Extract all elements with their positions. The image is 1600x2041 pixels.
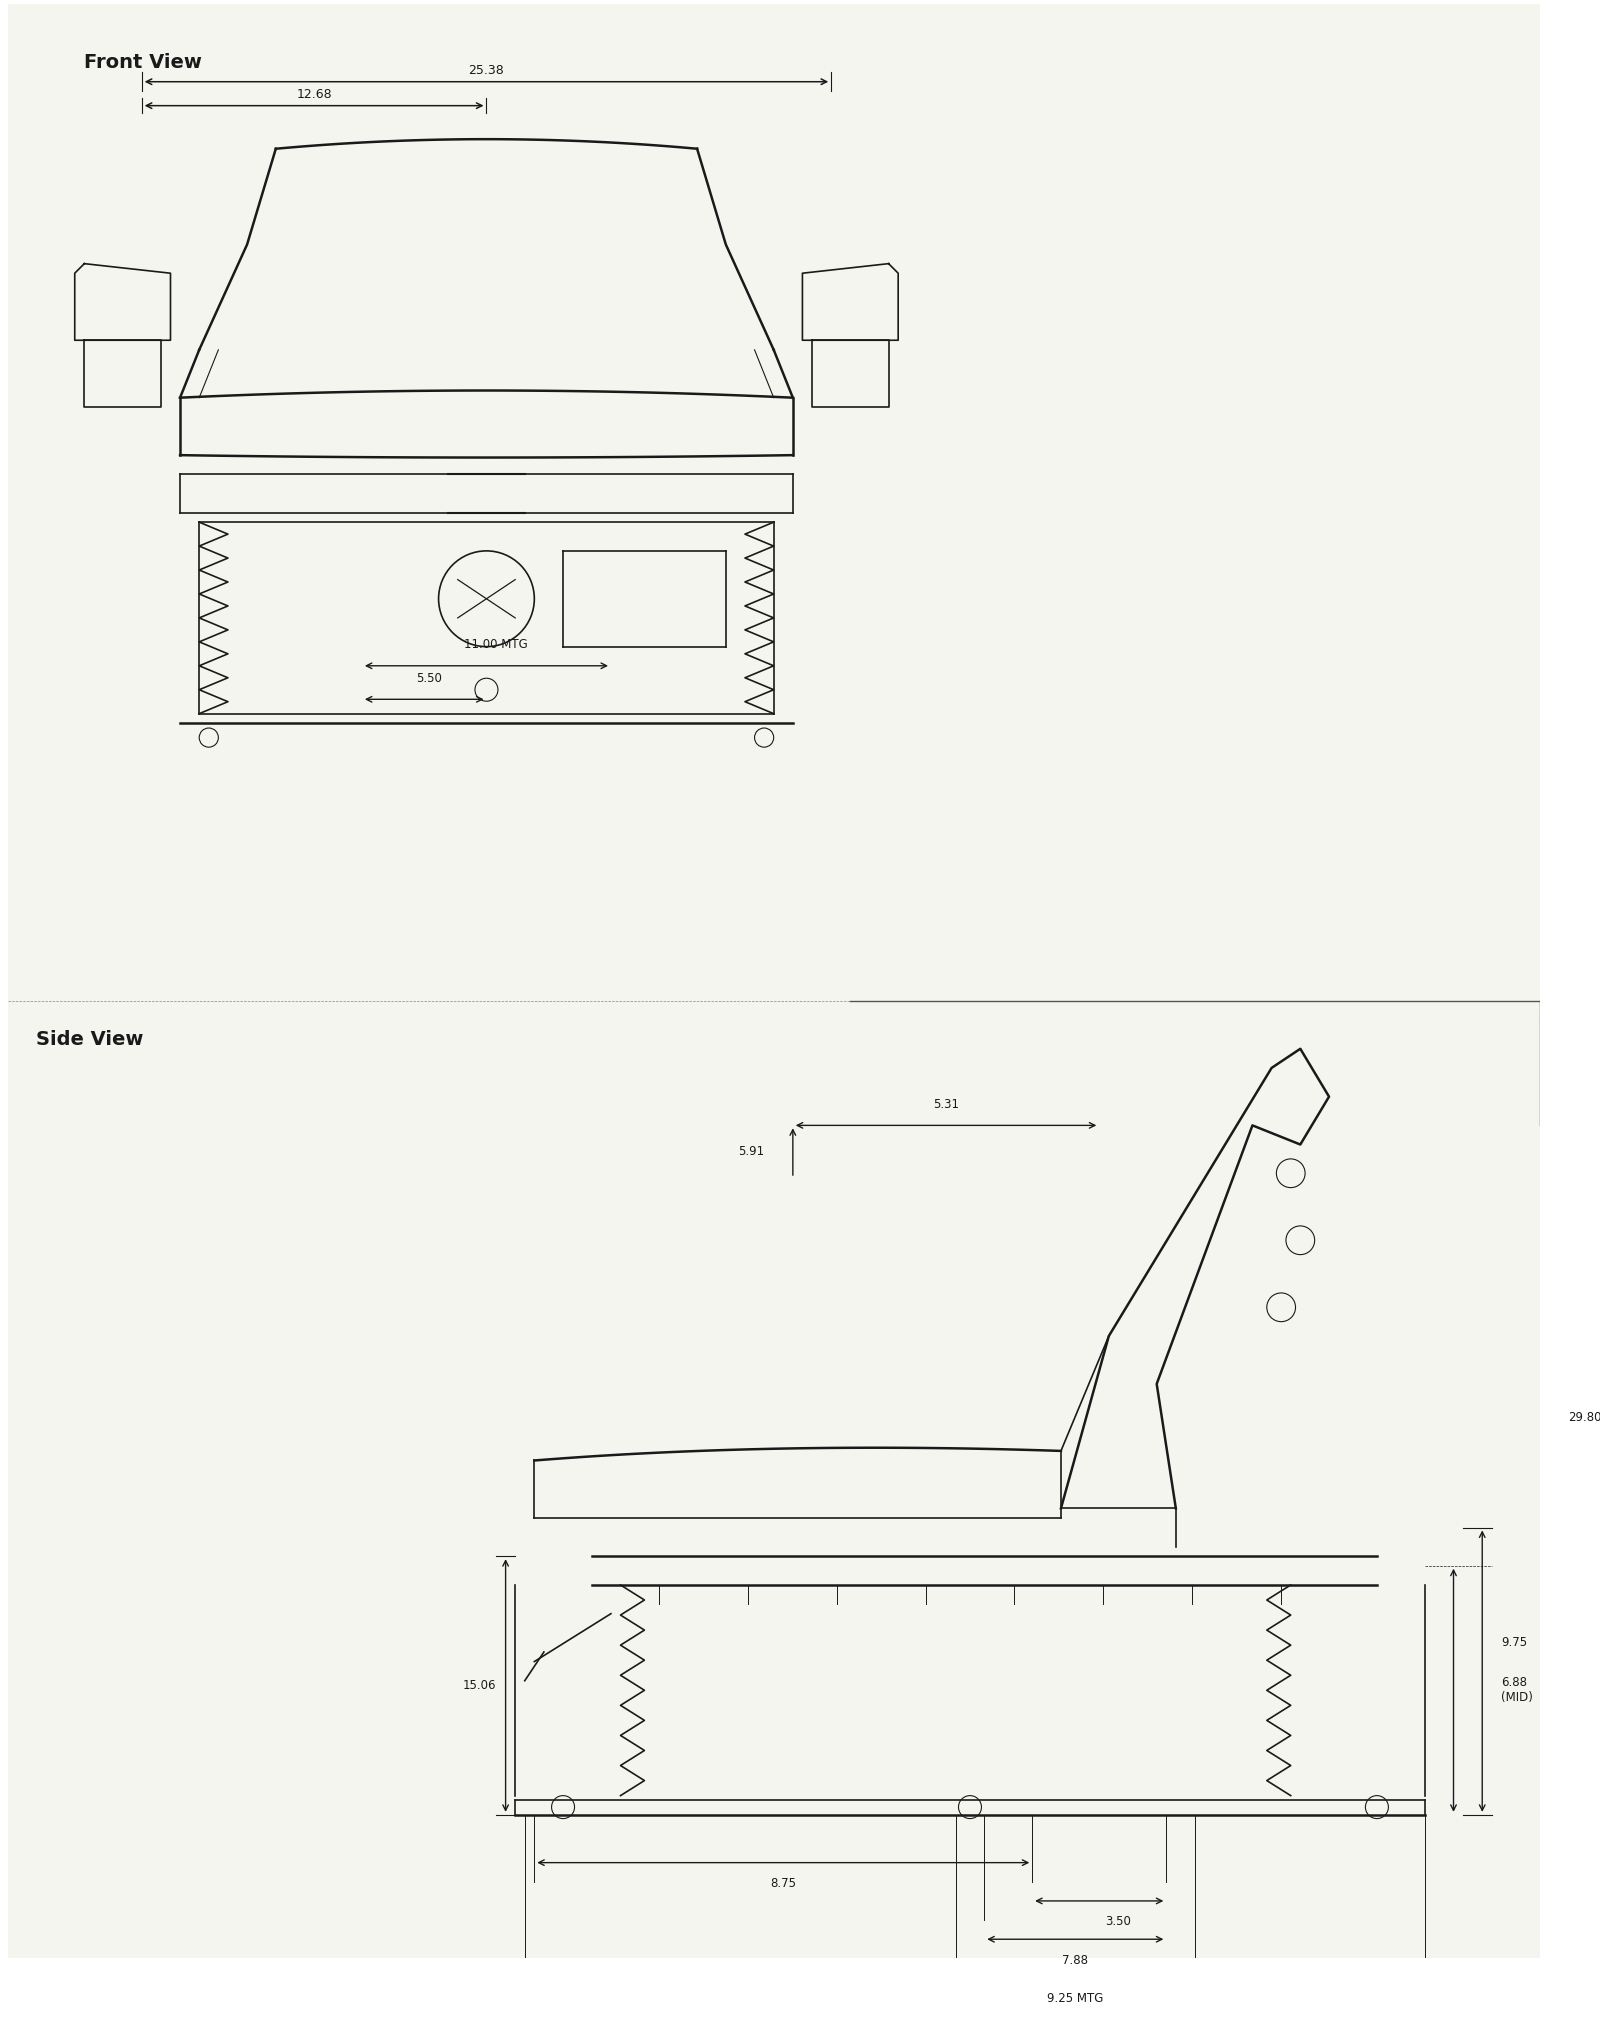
Text: 25.38: 25.38 bbox=[469, 63, 504, 78]
Text: Side View: Side View bbox=[37, 1029, 144, 1049]
Text: Front View: Front View bbox=[85, 53, 202, 71]
Text: 7.88: 7.88 bbox=[1062, 1953, 1088, 1968]
Text: 5.31: 5.31 bbox=[933, 1098, 958, 1110]
Text: 3.50: 3.50 bbox=[1106, 1914, 1131, 1929]
Text: 11.00 MTG: 11.00 MTG bbox=[464, 639, 528, 651]
Text: 8.75: 8.75 bbox=[770, 1878, 797, 1890]
Text: 6.88
(MID): 6.88 (MID) bbox=[1501, 1676, 1533, 1704]
Text: 9.75: 9.75 bbox=[1501, 1637, 1528, 1649]
Text: 9.25 MTG: 9.25 MTG bbox=[1046, 1992, 1104, 2004]
Text: 12.68: 12.68 bbox=[296, 88, 331, 100]
Text: 5.91: 5.91 bbox=[738, 1145, 765, 1157]
Text: 29.80: 29.80 bbox=[1568, 1410, 1600, 1425]
Text: 15.06: 15.06 bbox=[462, 1680, 496, 1692]
Text: 5.50: 5.50 bbox=[416, 671, 442, 686]
